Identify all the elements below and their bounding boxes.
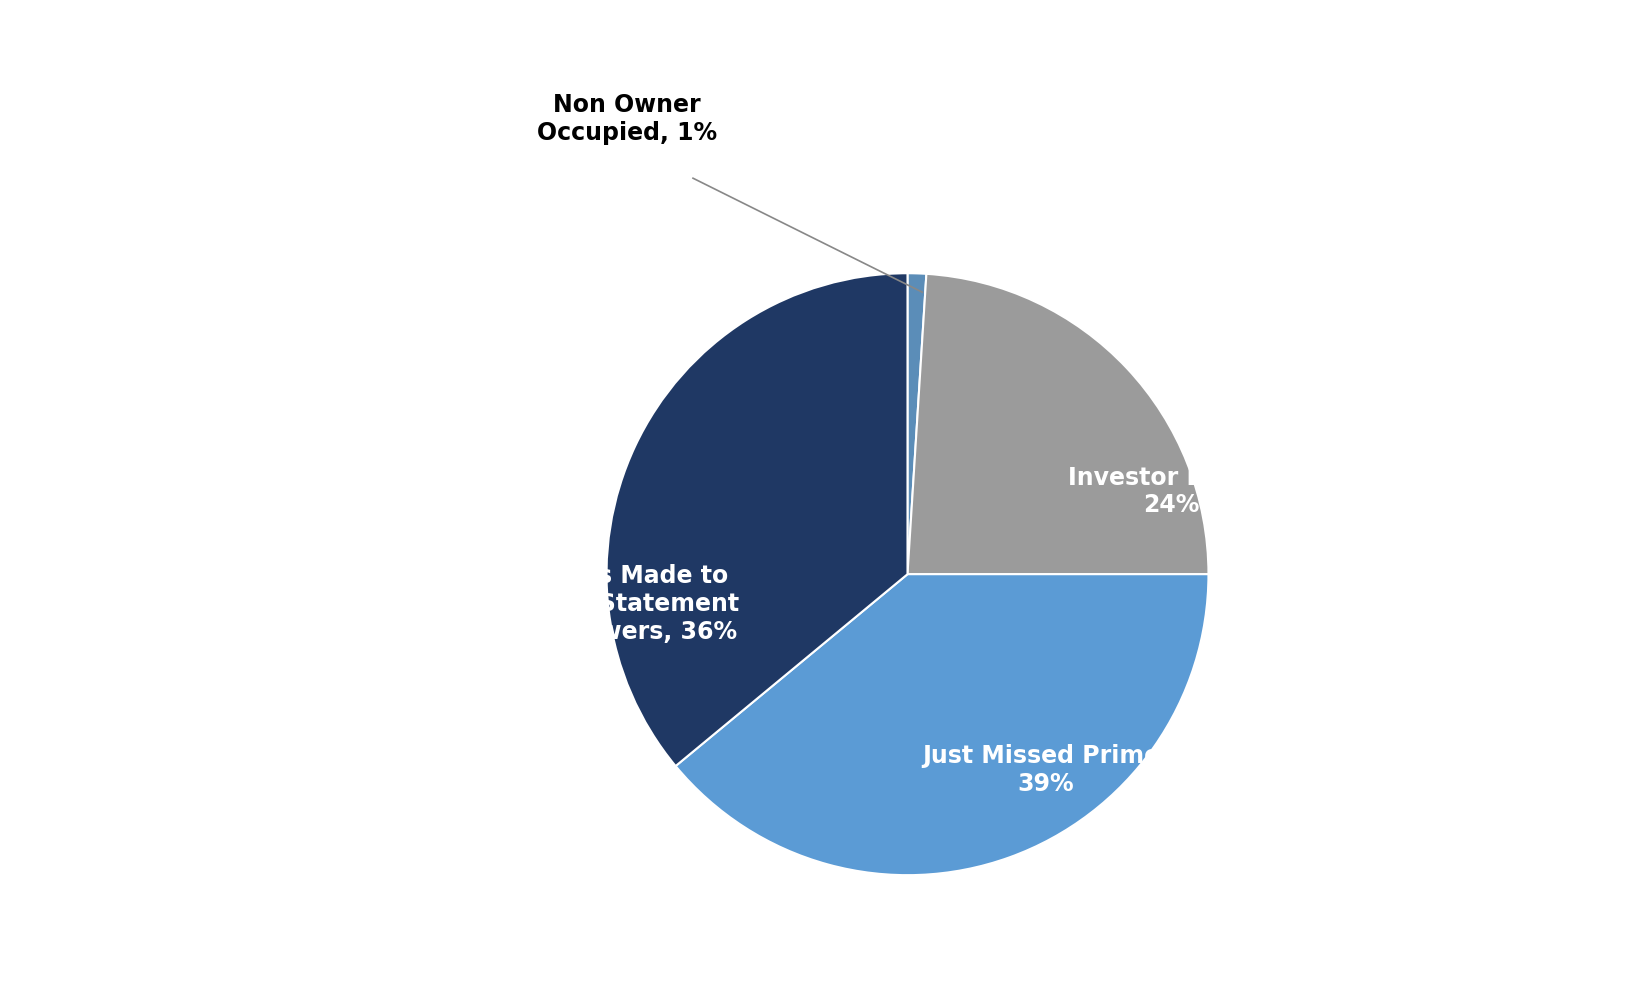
Wedge shape <box>675 574 1208 875</box>
Text: Non Owner
Occupied, 1%: Non Owner Occupied, 1% <box>536 93 718 145</box>
Text: Just Missed Prime,
39%: Just Missed Prime, 39% <box>922 743 1168 796</box>
Wedge shape <box>908 274 1208 574</box>
Wedge shape <box>908 273 926 574</box>
Text: Loans Made to
Bank Statement
Borrowers, 36%: Loans Made to Bank Statement Borrowers, … <box>525 564 739 644</box>
Text: Investor Loans,
24%: Investor Loans, 24% <box>1068 465 1274 518</box>
Wedge shape <box>607 273 908 766</box>
